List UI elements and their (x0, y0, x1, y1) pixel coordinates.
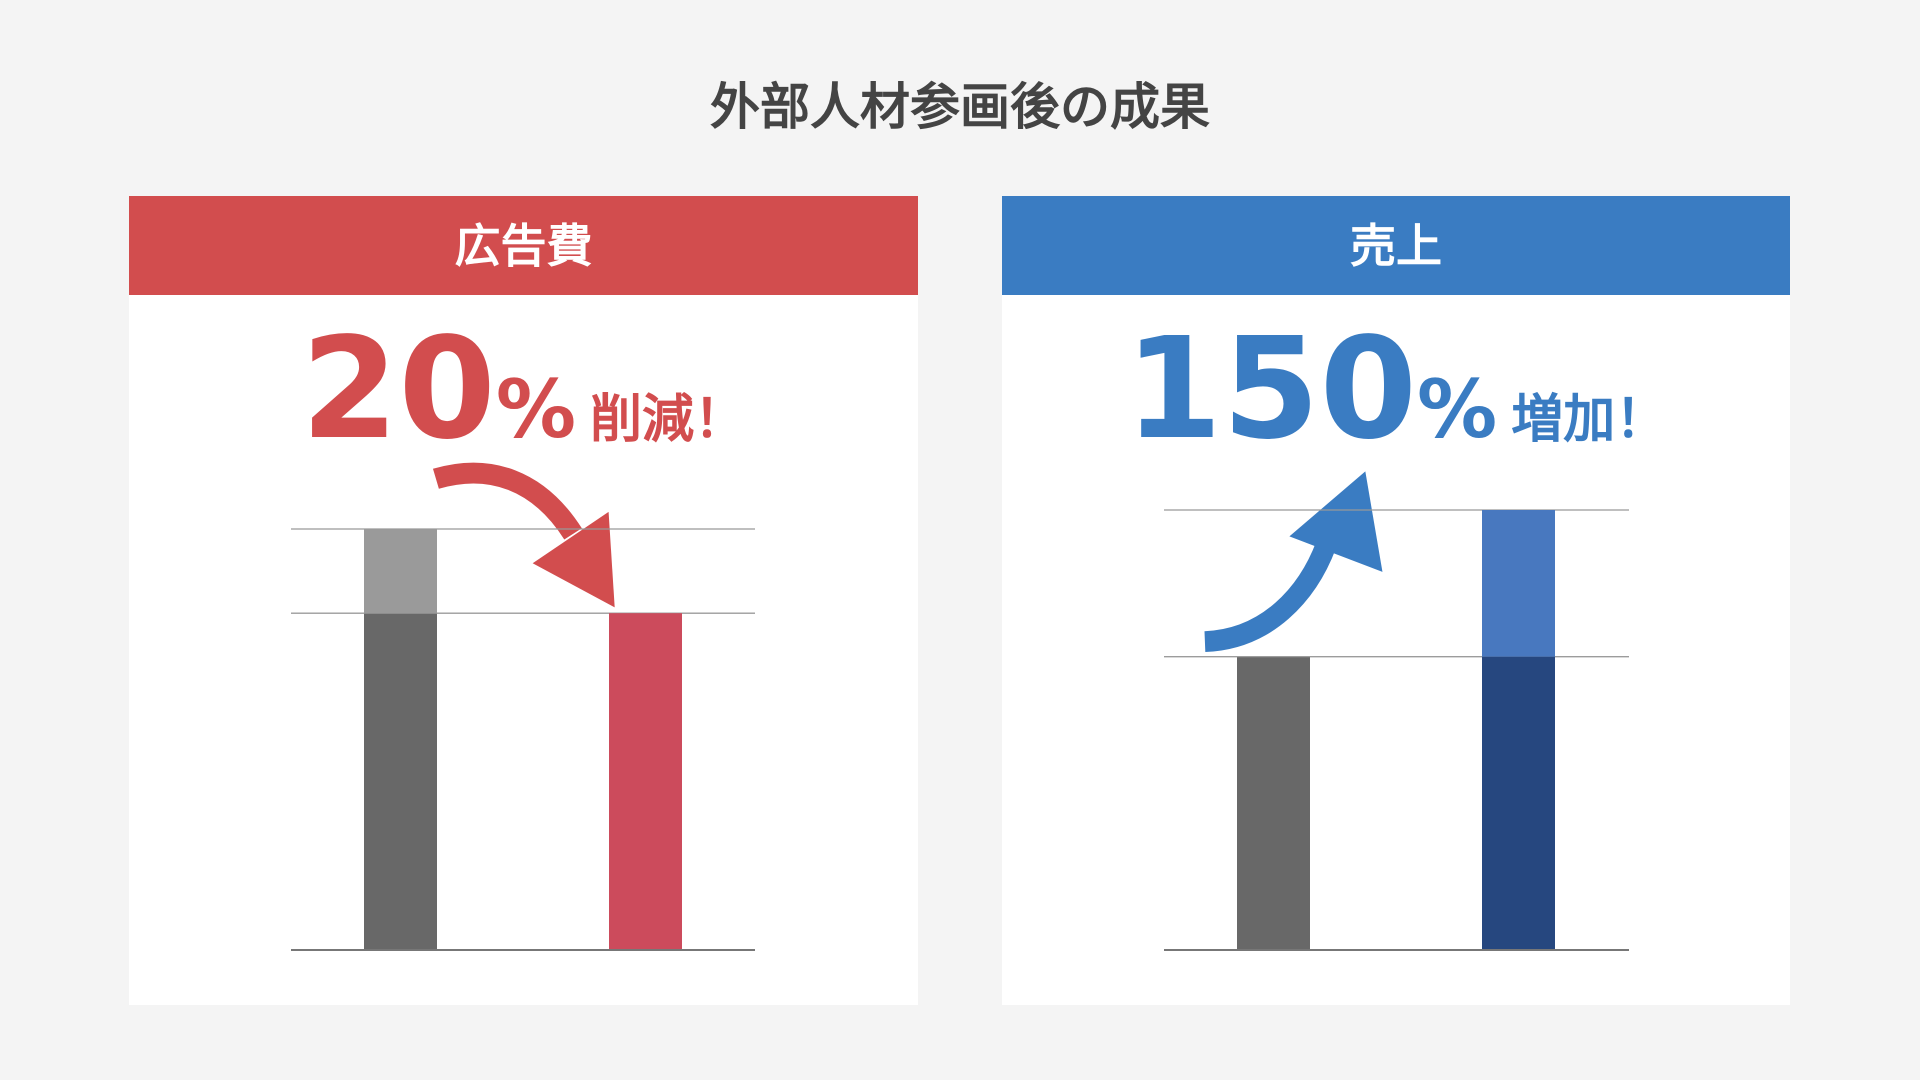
arrow-body (1204, 541, 1336, 653)
panel (129, 196, 918, 1005)
bar-segment (364, 529, 437, 614)
bar-segment (1482, 510, 1555, 657)
headline: 20% 削減！ (301, 308, 746, 471)
page-title: 外部人材参画後の成果 (710, 78, 1210, 136)
panel-title: 売上 (1350, 219, 1442, 273)
headline-unit: % (496, 363, 576, 456)
panel-header (1002, 196, 1790, 295)
bar-segment (609, 613, 682, 950)
headline-text: 増加！ (1511, 390, 1667, 450)
headline-value: 20 (301, 308, 496, 471)
arrow-body (432, 462, 582, 540)
panel-title: 広告費 (455, 219, 593, 273)
bar-segment (1482, 656, 1555, 950)
headline-value: 150 (1125, 308, 1417, 471)
arrow-head (1289, 471, 1383, 572)
bar-segment (1237, 656, 1310, 950)
headline-text: 削減！ (590, 390, 746, 450)
panel-header (129, 196, 918, 295)
bar-segment (364, 613, 437, 950)
headline-unit: % (1417, 363, 1497, 456)
panel (1002, 196, 1790, 1005)
arrow-head (532, 511, 615, 608)
arrows (432, 462, 1383, 653)
headline: 150% 増加！ (1125, 308, 1667, 471)
